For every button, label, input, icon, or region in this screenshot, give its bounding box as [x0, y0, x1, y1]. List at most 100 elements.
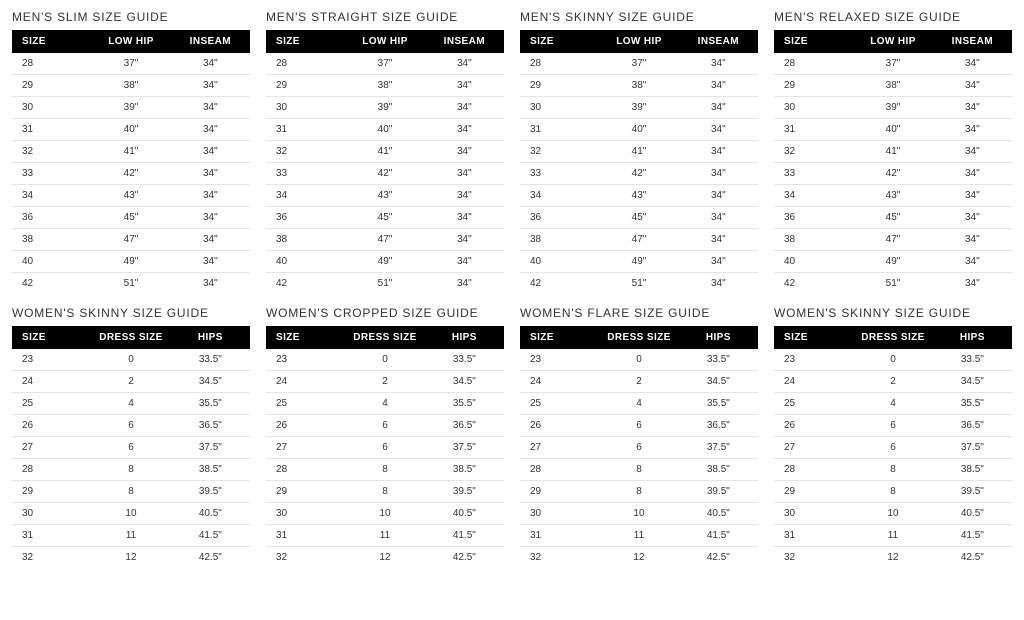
table-cell: 38": [599, 75, 678, 97]
column-header: LOW HIP: [853, 30, 932, 53]
table-cell: 47": [599, 229, 678, 251]
table-cell: 34": [679, 163, 758, 185]
size-guide: WOMEN'S CROPPED SIZE GUIDESIZEDRESS SIZE…: [266, 306, 504, 568]
size-guide: WOMEN'S SKINNY SIZE GUIDESIZEDRESS SIZEH…: [774, 306, 1012, 568]
table-cell: 43": [599, 185, 678, 207]
table-row: 3140"34": [266, 119, 504, 141]
table-cell: 0: [599, 349, 678, 371]
table-cell: 39": [599, 97, 678, 119]
table-cell: 26: [520, 415, 599, 437]
table-cell: 39.5": [679, 481, 758, 503]
table-cell: 34": [933, 141, 1012, 163]
table-cell: 40": [599, 119, 678, 141]
table-cell: 29: [12, 481, 91, 503]
table-cell: 38.5": [425, 459, 504, 481]
table-row: 26636.5": [774, 415, 1012, 437]
table-row: 3847"34": [266, 229, 504, 251]
table-cell: 37": [345, 53, 424, 75]
table-cell: 47": [91, 229, 170, 251]
table-cell: 34": [425, 229, 504, 251]
table-cell: 34": [679, 229, 758, 251]
table-cell: 0: [853, 349, 932, 371]
table-cell: 25: [266, 393, 345, 415]
table-cell: 34": [933, 229, 1012, 251]
table-cell: 40.5": [425, 503, 504, 525]
table-cell: 29: [520, 481, 599, 503]
table-cell: 36.5": [933, 415, 1012, 437]
table-cell: 23: [520, 349, 599, 371]
table-cell: 34": [171, 163, 250, 185]
table-row: 3443"34": [774, 185, 1012, 207]
column-header: INSEAM: [933, 30, 1012, 53]
table-cell: 26: [266, 415, 345, 437]
table-cell: 38": [91, 75, 170, 97]
column-header: LOW HIP: [345, 30, 424, 53]
table-row: 26636.5": [520, 415, 758, 437]
table-cell: 4: [91, 393, 170, 415]
column-header: INSEAM: [679, 30, 758, 53]
table-cell: 38: [266, 229, 345, 251]
table-cell: 34": [171, 119, 250, 141]
table-cell: 31: [520, 119, 599, 141]
table-cell: 37": [599, 53, 678, 75]
column-header: SIZE: [12, 326, 91, 349]
table-cell: 32: [266, 547, 345, 569]
table-cell: 34": [679, 141, 758, 163]
table-row: 23033.5": [12, 349, 250, 371]
table-cell: 36.5": [171, 415, 250, 437]
guide-title: MEN'S SKINNY SIZE GUIDE: [520, 10, 758, 24]
table-cell: 42.5": [171, 547, 250, 569]
column-header: SIZE: [12, 30, 91, 53]
table-cell: 45": [853, 207, 932, 229]
table-row: 3241"34": [774, 141, 1012, 163]
table-cell: 33.5": [933, 349, 1012, 371]
table-cell: 12: [345, 547, 424, 569]
table-cell: 33: [774, 163, 853, 185]
table-cell: 8: [91, 459, 170, 481]
table-cell: 32: [12, 547, 91, 569]
table-cell: 28: [520, 53, 599, 75]
table-cell: 30: [774, 97, 853, 119]
table-cell: 38": [345, 75, 424, 97]
table-cell: 4: [853, 393, 932, 415]
table-row: 26636.5": [266, 415, 504, 437]
table-row: 24234.5": [266, 371, 504, 393]
table-cell: 42.5": [933, 547, 1012, 569]
table-cell: 31: [266, 119, 345, 141]
table-row: 3140"34": [774, 119, 1012, 141]
table-cell: 34": [171, 229, 250, 251]
table-cell: 34.5": [425, 371, 504, 393]
table-cell: 38.5": [933, 459, 1012, 481]
table-row: 25435.5": [266, 393, 504, 415]
table-cell: 0: [91, 349, 170, 371]
table-row: 2837"34": [774, 53, 1012, 75]
table-cell: 32: [520, 141, 599, 163]
table-row: 301040.5": [774, 503, 1012, 525]
table-cell: 42: [520, 273, 599, 295]
table-cell: 43": [345, 185, 424, 207]
table-cell: 8: [853, 459, 932, 481]
table-row: 2837"34": [520, 53, 758, 75]
table-cell: 42: [774, 273, 853, 295]
table-cell: 34": [425, 53, 504, 75]
table-cell: 34": [425, 75, 504, 97]
table-cell: 29: [266, 75, 345, 97]
table-row: 301040.5": [12, 503, 250, 525]
table-cell: 24: [520, 371, 599, 393]
table-cell: 34.5": [933, 371, 1012, 393]
column-header: SIZE: [520, 30, 599, 53]
table-row: 29839.5": [12, 481, 250, 503]
table-cell: 27: [12, 437, 91, 459]
table-cell: 25: [12, 393, 91, 415]
table-row: 3039"34": [774, 97, 1012, 119]
table-row: 27637.5": [266, 437, 504, 459]
table-cell: 34": [425, 207, 504, 229]
table-cell: 10: [91, 503, 170, 525]
size-guide: MEN'S STRAIGHT SIZE GUIDESIZELOW HIPINSE…: [266, 10, 504, 294]
table-cell: 37.5": [679, 437, 758, 459]
table-cell: 38: [520, 229, 599, 251]
table-row: 3039"34": [520, 97, 758, 119]
table-cell: 8: [853, 481, 932, 503]
table-cell: 28: [12, 459, 91, 481]
table-cell: 51": [599, 273, 678, 295]
